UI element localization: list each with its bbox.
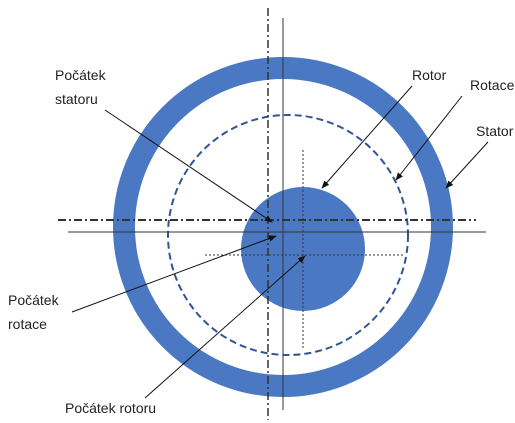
label: Počátek rotoru <box>65 400 156 416</box>
label: Počátek <box>55 67 107 83</box>
arrow <box>104 109 273 223</box>
label: Rotace <box>470 77 515 93</box>
label: statoru <box>55 91 98 107</box>
rotor-disk <box>241 187 365 311</box>
label: rotace <box>8 316 47 332</box>
label: Stator <box>476 123 514 139</box>
arrow <box>144 255 306 399</box>
label: Počátek <box>8 292 60 308</box>
rotation-circle <box>167 114 409 356</box>
arrow <box>71 235 277 313</box>
arrow <box>395 95 463 181</box>
label: Rotor <box>412 67 447 83</box>
arrow <box>445 141 489 189</box>
arrow <box>321 85 413 189</box>
